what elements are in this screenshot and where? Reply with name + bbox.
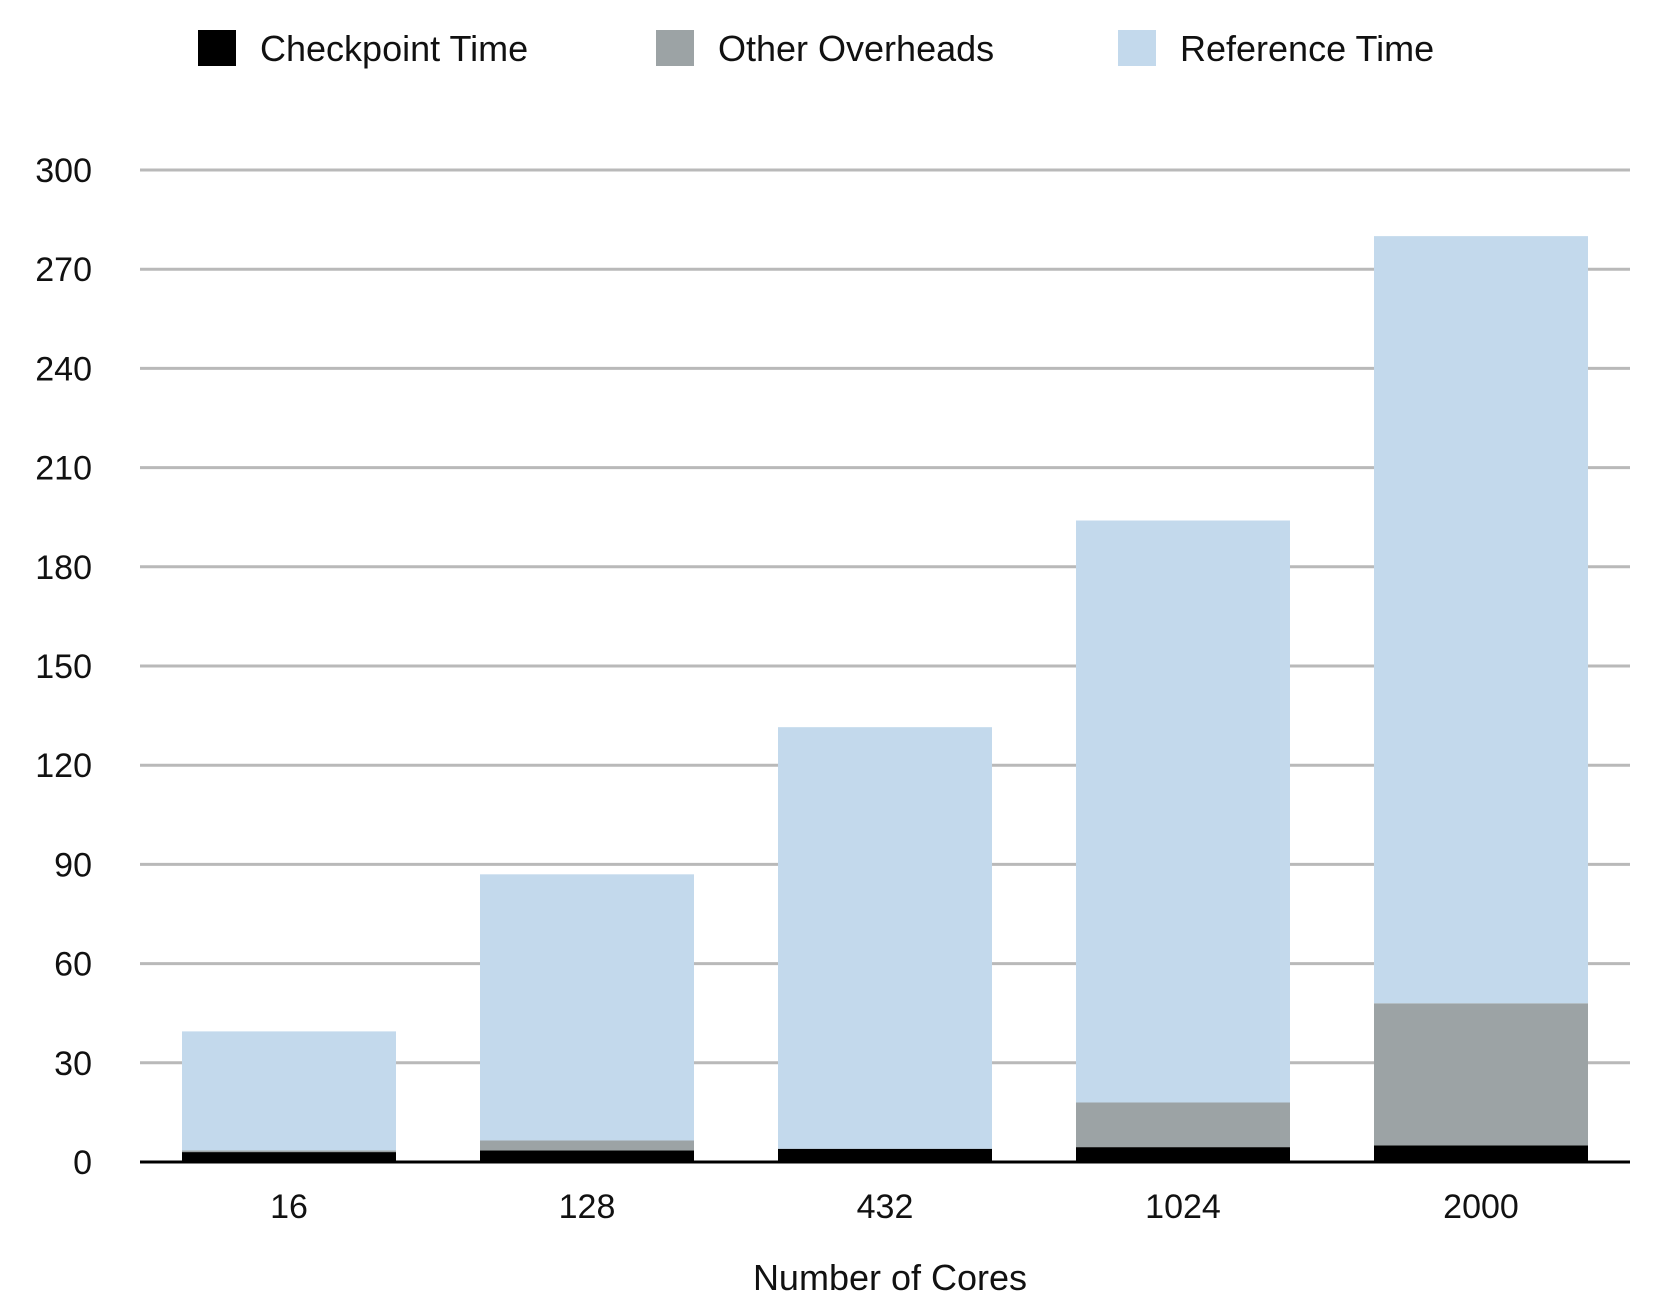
y-tick-label: 180 (35, 549, 92, 587)
y-tick-label: 90 (54, 846, 92, 884)
y-axis-tick-labels: 0 30 60 90 120 150 180 210 240 270 300 (35, 152, 92, 1182)
legend-swatch (1118, 30, 1156, 66)
bar-segment-reference-time (1076, 520, 1290, 1103)
legend-label: Other Overheads (718, 28, 994, 69)
legend-swatch (198, 30, 236, 66)
bar-segment-reference-time (778, 727, 992, 1149)
legend-swatch (656, 30, 694, 66)
bar-segment-other-overheads (182, 1150, 396, 1153)
legend-label: Checkpoint Time (260, 28, 528, 69)
x-tick-label: 1024 (1145, 1188, 1221, 1226)
x-tick-label: 432 (857, 1188, 914, 1226)
y-tick-label: 210 (35, 450, 92, 488)
bar-segment-checkpoint-time (480, 1150, 694, 1162)
x-tick-label: 16 (270, 1188, 308, 1226)
bar-segment-checkpoint-time (182, 1152, 396, 1162)
bar-segment-other-overheads (480, 1140, 694, 1151)
y-tick-label: 300 (35, 152, 92, 190)
bar-segment-other-overheads (1374, 1003, 1588, 1146)
legend: Checkpoint Time Other Overheads Reference … (198, 28, 1434, 69)
y-tick-label: 30 (54, 1045, 92, 1083)
bar-segment-checkpoint-time (778, 1148, 992, 1162)
y-tick-label: 0 (73, 1144, 92, 1182)
bar-segment-checkpoint-time (1076, 1147, 1290, 1162)
y-tick-label: 120 (35, 747, 92, 785)
bar-segment-other-overheads (1076, 1102, 1290, 1148)
bar-segment-reference-time (1374, 236, 1588, 1004)
grid-lines (140, 168, 1630, 1065)
x-axis-title: Number of Cores (753, 1257, 1027, 1298)
x-tick-label: 2000 (1443, 1188, 1519, 1226)
y-tick-label: 150 (35, 648, 92, 686)
x-tick-label: 128 (559, 1188, 616, 1226)
y-tick-label: 240 (35, 350, 92, 388)
bar-segment-checkpoint-time (1374, 1145, 1588, 1162)
bar-segment-reference-time (480, 874, 694, 1141)
y-tick-label: 270 (35, 251, 92, 289)
legend-label: Reference Time (1180, 28, 1434, 69)
bar-segment-reference-time (182, 1031, 396, 1151)
y-tick-label: 60 (54, 946, 92, 984)
bars (182, 236, 1588, 1162)
x-axis-tick-labels: 16 128 432 1024 2000 (270, 1188, 1519, 1226)
